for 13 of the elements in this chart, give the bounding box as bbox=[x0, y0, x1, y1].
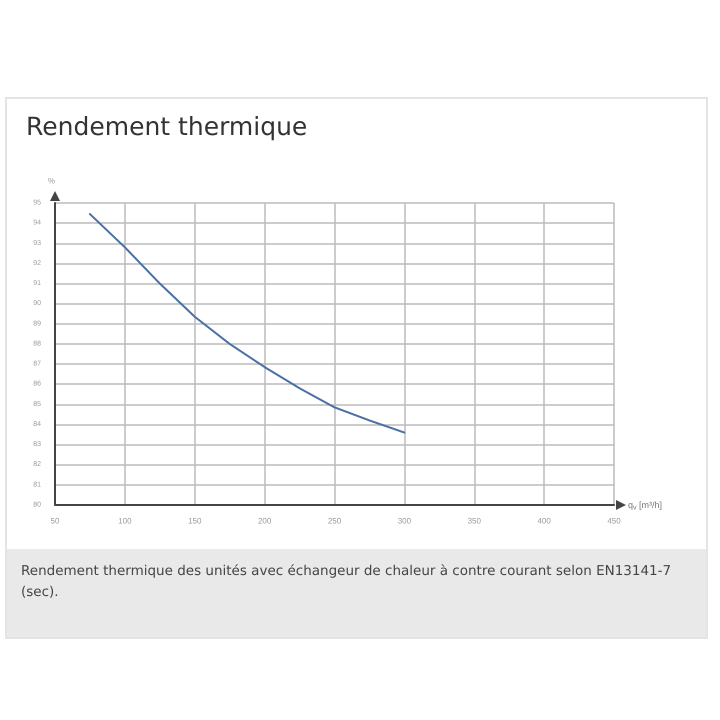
text: Rendement thermique des unités avec échangeur de chaleur à contre courant selon EN13141-7 (sec). bbox=[21, 562, 672, 602]
x-tick-label: 100 bbox=[118, 516, 132, 526]
y-axis-title: % bbox=[48, 176, 55, 186]
x-tick-label: 350 bbox=[468, 516, 482, 526]
x-tick-label: 450 bbox=[607, 516, 622, 526]
chart-title: Rendement thermique bbox=[26, 112, 308, 141]
x-tick-label: 150 bbox=[188, 516, 202, 526]
x-tick-label: 250 bbox=[328, 516, 342, 526]
x-tick-label: 50 bbox=[50, 516, 60, 526]
x-tick-label: 200 bbox=[258, 516, 272, 526]
line-series bbox=[88, 213, 406, 434]
x-tick-label: 400 bbox=[537, 516, 552, 526]
x-tick-label: 300 bbox=[398, 516, 412, 526]
